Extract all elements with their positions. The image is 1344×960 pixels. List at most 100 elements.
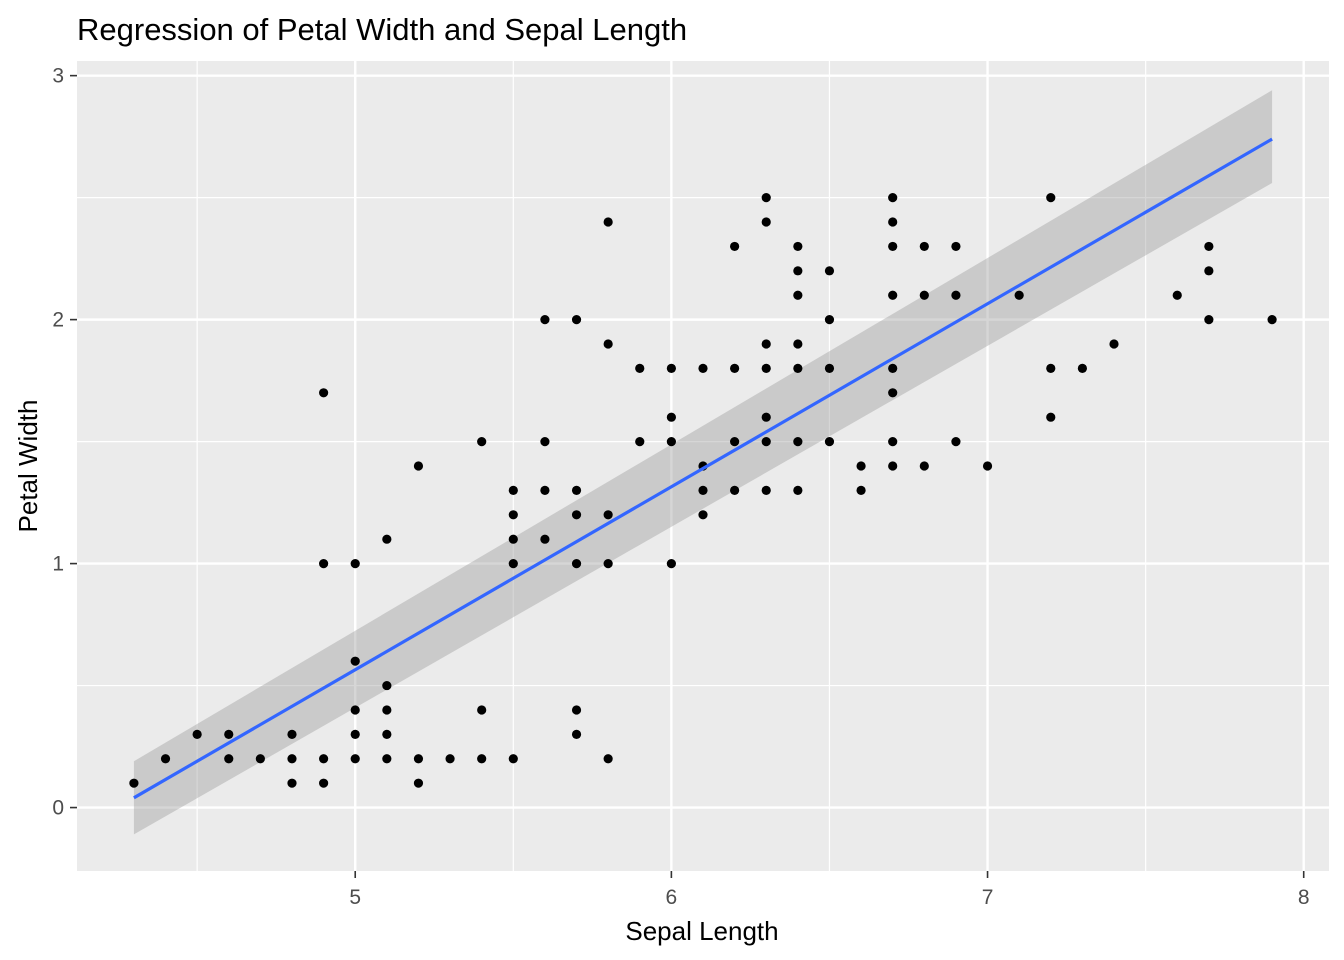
data-point bbox=[382, 705, 392, 715]
data-point bbox=[1109, 339, 1119, 349]
data-point bbox=[730, 241, 740, 252]
chart-title: Regression of Petal Width and Sepal Leng… bbox=[77, 12, 687, 47]
data-point bbox=[730, 363, 740, 374]
data-point bbox=[508, 485, 518, 495]
data-point bbox=[824, 363, 835, 374]
data-point bbox=[888, 217, 898, 227]
data-point bbox=[571, 510, 582, 520]
data-point bbox=[571, 558, 582, 569]
data-point bbox=[793, 485, 803, 495]
data-point bbox=[888, 290, 898, 300]
data-point bbox=[761, 217, 771, 227]
data-point bbox=[319, 778, 329, 788]
data-point bbox=[666, 412, 676, 422]
data-point bbox=[1172, 290, 1182, 300]
x-axis-ticks: 5 6 7 8 bbox=[349, 871, 1310, 909]
data-point bbox=[1077, 363, 1087, 374]
data-point bbox=[224, 754, 234, 764]
data-point bbox=[919, 241, 929, 252]
data-point bbox=[413, 754, 424, 764]
data-point bbox=[603, 339, 613, 349]
data-point bbox=[508, 558, 518, 569]
data-point bbox=[477, 437, 487, 447]
data-point bbox=[1204, 241, 1214, 252]
data-point bbox=[666, 558, 676, 569]
data-point bbox=[761, 339, 771, 349]
data-point bbox=[319, 558, 329, 569]
data-point bbox=[382, 729, 392, 739]
data-point bbox=[888, 388, 898, 398]
data-point bbox=[603, 754, 613, 764]
data-point bbox=[951, 241, 961, 252]
regression-line bbox=[133, 137, 1273, 800]
data-point bbox=[540, 485, 550, 495]
data-point bbox=[698, 363, 708, 374]
data-point bbox=[919, 461, 929, 471]
data-point bbox=[255, 754, 265, 764]
data-point bbox=[761, 437, 771, 447]
data-point bbox=[382, 754, 392, 764]
data-point bbox=[761, 193, 771, 203]
x-tick-label: 7 bbox=[982, 886, 994, 909]
data-point bbox=[350, 729, 360, 739]
data-point bbox=[1204, 266, 1214, 276]
data-point bbox=[571, 705, 582, 715]
regression-line-group bbox=[133, 137, 1273, 800]
data-points bbox=[129, 193, 1277, 788]
data-point bbox=[793, 266, 803, 276]
data-point bbox=[951, 290, 961, 300]
data-point bbox=[1014, 290, 1024, 300]
data-point bbox=[350, 705, 360, 715]
data-point bbox=[1267, 315, 1277, 325]
data-point bbox=[698, 485, 708, 495]
data-point bbox=[793, 363, 803, 374]
y-tick-label: 2 bbox=[52, 309, 64, 332]
data-point bbox=[888, 193, 898, 203]
data-point bbox=[793, 241, 803, 252]
data-point bbox=[350, 558, 360, 569]
x-tick-label: 5 bbox=[349, 886, 361, 909]
data-point bbox=[477, 705, 487, 715]
data-point bbox=[445, 754, 455, 764]
data-point bbox=[824, 315, 835, 325]
data-point bbox=[603, 217, 613, 227]
data-point bbox=[761, 485, 771, 495]
data-point bbox=[508, 754, 518, 764]
data-point bbox=[888, 461, 898, 471]
y-tick-label: 0 bbox=[52, 797, 64, 820]
data-point bbox=[540, 437, 550, 447]
data-point bbox=[730, 485, 740, 495]
data-point bbox=[224, 729, 234, 739]
data-point bbox=[824, 437, 835, 447]
data-point bbox=[666, 363, 676, 374]
data-point bbox=[856, 461, 866, 471]
data-point bbox=[1204, 315, 1214, 325]
y-axis-title: Petal Width bbox=[13, 400, 43, 533]
x-axis-title: Sepal Length bbox=[625, 916, 778, 946]
data-point bbox=[477, 754, 487, 764]
data-point bbox=[666, 437, 676, 447]
data-point bbox=[951, 437, 961, 447]
data-point bbox=[192, 729, 202, 739]
data-point bbox=[413, 778, 424, 788]
y-tick-label: 3 bbox=[52, 65, 64, 88]
y-tick-label: 1 bbox=[52, 553, 64, 576]
data-point bbox=[319, 754, 329, 764]
data-point bbox=[982, 461, 993, 471]
data-point bbox=[1046, 193, 1056, 203]
data-point bbox=[350, 656, 360, 666]
data-point bbox=[1046, 363, 1056, 374]
data-point bbox=[856, 485, 866, 495]
data-point bbox=[350, 754, 360, 764]
data-point bbox=[730, 437, 740, 447]
data-point bbox=[540, 534, 550, 544]
x-tick-label: 6 bbox=[666, 886, 678, 909]
data-point bbox=[793, 290, 803, 300]
data-point bbox=[287, 754, 297, 764]
data-point bbox=[413, 461, 424, 471]
data-point bbox=[571, 315, 582, 325]
data-point bbox=[382, 680, 392, 691]
data-point bbox=[1046, 412, 1056, 422]
data-point bbox=[540, 315, 550, 325]
